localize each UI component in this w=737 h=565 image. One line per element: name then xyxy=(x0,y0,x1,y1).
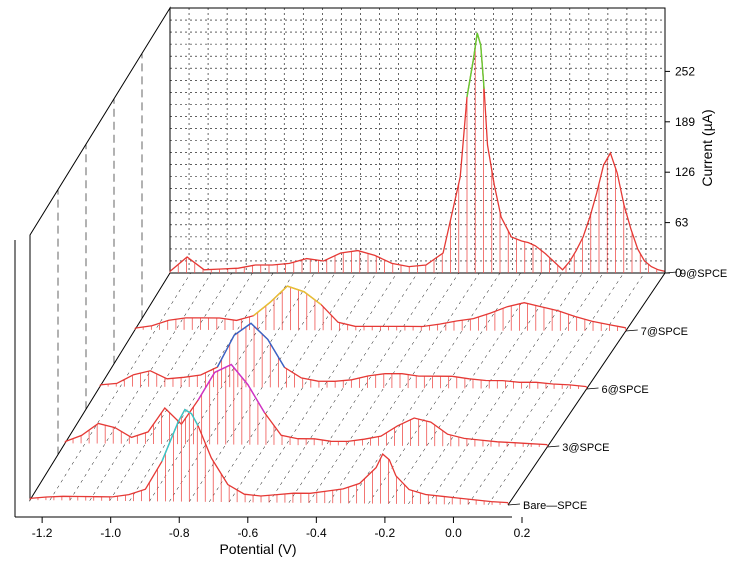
floor-grid xyxy=(348,272,501,504)
floor-grid xyxy=(228,272,377,503)
floor-grid xyxy=(408,272,563,505)
floor-grid xyxy=(487,272,645,505)
floor-grid xyxy=(428,272,583,505)
x-tick-label: -0.8 xyxy=(169,526,190,540)
floor-grid xyxy=(49,272,191,501)
series-line xyxy=(169,32,666,273)
floor-grid xyxy=(109,272,253,501)
x-tick-label: -0.2 xyxy=(375,526,396,540)
z-tick-label: 252 xyxy=(675,64,695,78)
series-peak-highlight xyxy=(466,32,485,98)
x-tick-label: -1.0 xyxy=(100,526,121,540)
floor-grid xyxy=(448,272,604,505)
series-1: 7@SPCE xyxy=(134,285,688,338)
series-label: 6@SPCE xyxy=(602,384,649,396)
series-group: 9@SPCE 7@SPCE 6@SPCE 3@SPCE Bare—SPCE xyxy=(29,32,727,512)
grid-walls xyxy=(29,6,666,506)
z-tick-label: 126 xyxy=(675,165,695,179)
floor-grid xyxy=(368,272,521,504)
series-peak-highlight xyxy=(197,363,266,414)
side-wall xyxy=(29,6,171,502)
x-tick-label: -1.2 xyxy=(32,526,53,540)
z-tick-label: 0 xyxy=(675,266,682,280)
series-label-tick xyxy=(625,329,638,332)
series-4: Bare—SPCE xyxy=(29,408,587,512)
series-2: 6@SPCE xyxy=(99,322,649,396)
series-peak-highlight xyxy=(253,285,322,317)
series-line xyxy=(64,363,548,446)
x-tick-label: 0.0 xyxy=(445,526,462,540)
axes-group: 0 63 126 189 252 Current (µA) -1.2 -1.0 -0.8 -0.6… xyxy=(14,8,715,557)
series-0: 9@SPCE xyxy=(169,32,727,280)
series-line xyxy=(99,322,587,388)
series-3: 3@SPCE xyxy=(64,363,610,454)
x-tick-label: -0.6 xyxy=(237,526,258,540)
floor-grid xyxy=(89,272,233,501)
series-label-tick xyxy=(547,445,560,448)
series-label-tick xyxy=(507,503,521,506)
x-tick-label: -0.4 xyxy=(306,526,327,540)
series-label: Bare—SPCE xyxy=(523,500,587,512)
floor-grid xyxy=(129,272,274,502)
series-peak-highlight xyxy=(216,322,286,368)
floor-grid xyxy=(209,272,356,503)
floor-grid xyxy=(467,272,624,505)
floor-grid xyxy=(288,272,439,503)
series-label: 7@SPCE xyxy=(641,326,688,338)
series-line xyxy=(29,408,509,504)
z-tick-label: 189 xyxy=(675,115,695,129)
series-label: 9@SPCE xyxy=(680,268,727,280)
series-label-tick xyxy=(586,387,599,390)
z-axis-title: Current (µA) xyxy=(699,109,715,186)
series-line xyxy=(134,285,626,329)
series-label: 3@SPCE xyxy=(562,442,609,454)
series-peak-highlight xyxy=(161,408,199,462)
x-tick-label: 0.2 xyxy=(514,526,531,540)
z-tick-label: 63 xyxy=(675,216,689,230)
x-axis-title: Potential (V) xyxy=(219,541,296,557)
